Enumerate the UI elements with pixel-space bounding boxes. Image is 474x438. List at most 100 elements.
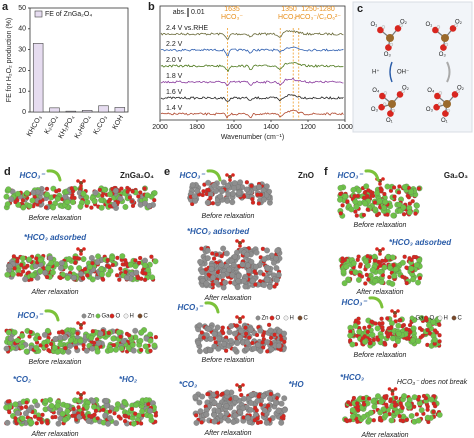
annotation: 1250-1280 [301,6,335,13]
slab-atom [261,407,268,414]
slab-atom [350,413,356,420]
legend-label: H [290,316,294,322]
panel-label: d [4,166,11,178]
slab-atom [340,268,347,275]
slab-atom [206,272,211,277]
slab-atom [224,182,231,189]
slab-atom [48,341,54,347]
adsorbate-atom [228,175,232,179]
slab-atom [29,197,36,204]
slab-atom [146,203,153,209]
slab-atom [201,189,206,194]
slab-atom [211,399,218,406]
slab-atom [80,256,87,262]
slab-atom [229,190,236,197]
slab-atom [98,266,105,273]
hydrogen-atom [438,91,443,95]
slab-atom [378,398,385,405]
slab-atom [257,348,264,354]
slab-atom [281,407,288,413]
slab-atom [223,250,230,257]
slab-atom [268,391,274,397]
adsorbate-atom [79,393,83,397]
slab-atom [417,326,423,331]
oxygen-atom [379,92,386,100]
slab-atom [369,331,376,338]
slab-atom [36,416,41,422]
slab-atom [95,340,102,347]
slab-atom [92,189,99,196]
slab-atom [22,276,29,283]
slab-atom [40,412,45,417]
slab-atom [231,180,238,187]
slab-atom [196,322,203,329]
slab-atom [63,402,70,409]
slab-atom [26,203,33,209]
adsorbate-atom [82,247,86,251]
slab-atom [360,413,367,420]
slab-atom [74,345,79,350]
slab-atom [356,328,363,335]
oxygen-atom [442,110,449,117]
slab-atom [421,393,427,399]
slab-atom [377,415,383,420]
slab-atom [365,329,370,335]
slab-atom [267,327,274,334]
slab-atom [377,268,384,275]
slab-atom [375,337,381,342]
slab-atom [145,267,152,273]
slab-atom [377,409,384,416]
slab-atom [87,413,92,419]
slab-atom [34,421,39,426]
species-label: HCO₃⁻ [17,311,43,320]
slab-atom [205,392,210,397]
slab-atom [211,412,218,418]
oxygen-atom [377,26,384,34]
slab-atom [70,274,77,281]
slab-atom [148,348,153,354]
adsorbate-atom [82,179,86,183]
hydrogen-atom [454,23,458,28]
slab-atom [367,396,372,401]
slab-atom [95,253,101,260]
slab-atom [119,253,126,260]
slab-atom [255,420,261,426]
slab-atom [205,179,212,186]
slab-atom [245,262,251,269]
slab-atom [67,343,74,349]
slab-atom [261,196,267,203]
slab-atom [340,256,345,261]
adsorbate-atom [79,249,83,253]
slab-atom [432,394,437,399]
slab-atom [211,182,218,189]
slab-atom [243,325,248,330]
slab-atom [131,420,137,427]
slab-atom [80,190,87,197]
annotation: HCO₃⁻/C₂O₆²⁻ [295,14,341,21]
slab-atom [248,391,255,398]
y-tick-label: 0 [22,109,26,116]
adsorbate-atom [82,391,86,395]
slab-atom [34,402,41,409]
slab-atom [437,333,442,338]
atom-label: O₃ [426,107,434,113]
slab-atom [122,204,129,210]
slab-atom [432,328,438,333]
oxygen-atom [394,25,402,32]
slab-atom [380,325,385,330]
slab-atom [378,263,383,268]
slab-atom [152,198,157,203]
slab-atom [111,201,118,208]
slab-atom [57,341,64,348]
slab-atom [153,413,159,418]
slab-atom [352,194,357,199]
slab-atom [282,339,287,344]
slab-atom [28,329,33,335]
slab-atom [50,204,56,211]
slab-atom [65,348,72,355]
slab-atom [82,267,88,272]
slab-atom [91,198,98,205]
hydrogen-atom [401,89,405,94]
slab-atom [135,276,141,281]
slab-atom [367,409,374,416]
